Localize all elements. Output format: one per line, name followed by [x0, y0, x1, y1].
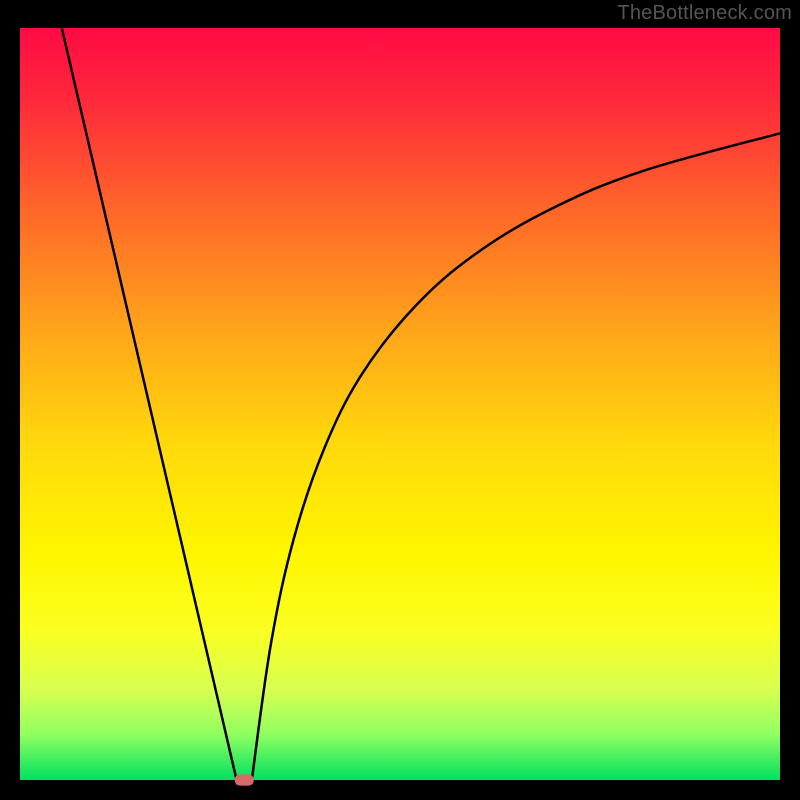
chart-container: TheBottleneck.com [0, 0, 800, 800]
plot-background [20, 28, 780, 780]
watermark-text: TheBottleneck.com [617, 2, 792, 25]
optimum-marker [235, 774, 254, 785]
bottleneck-chart [0, 0, 800, 800]
